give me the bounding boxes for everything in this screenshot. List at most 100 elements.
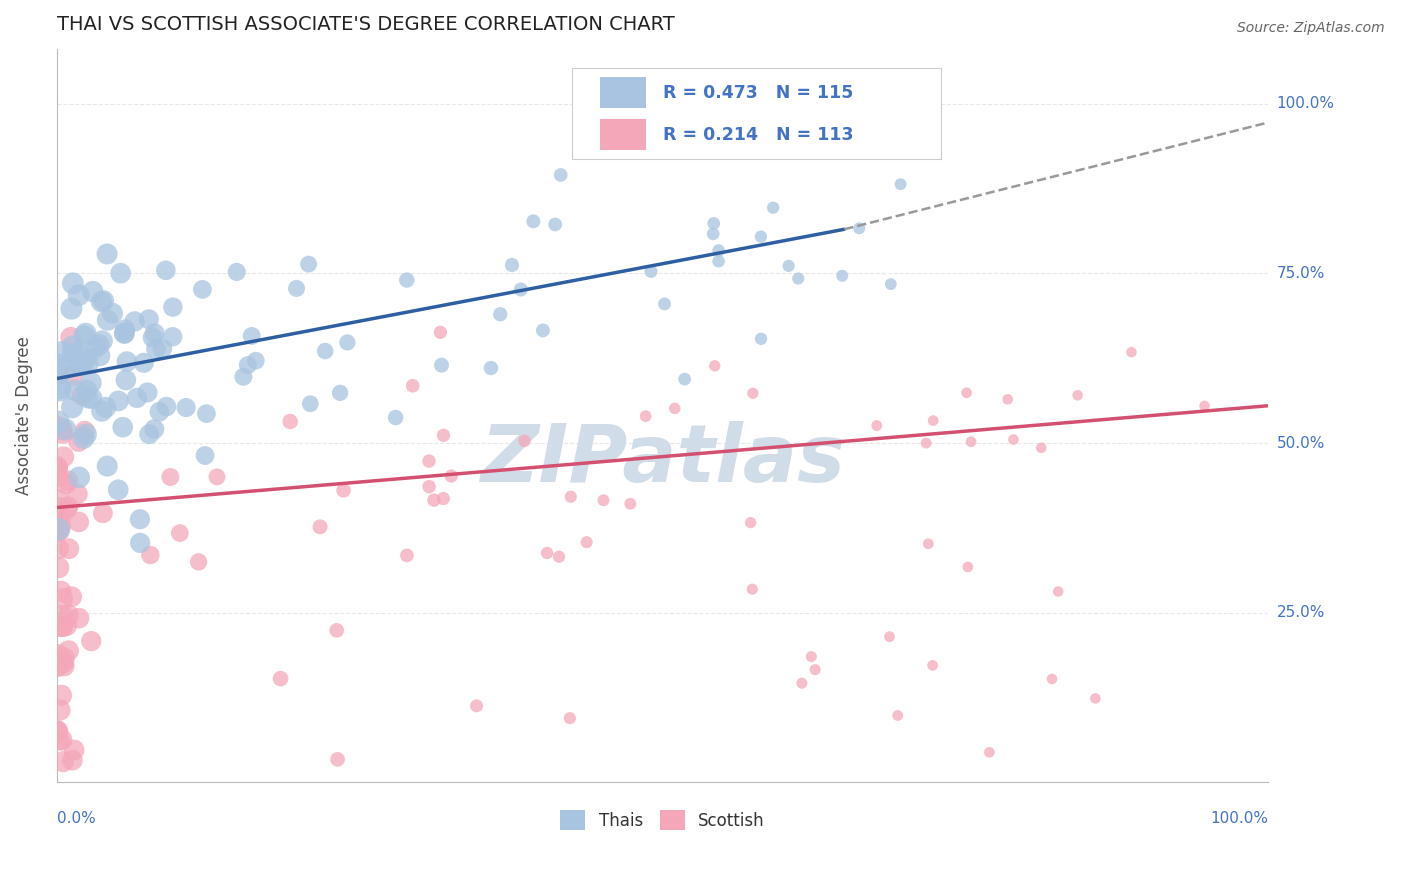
Point bbox=[395, 549, 418, 563]
Point bbox=[136, 385, 159, 400]
Point bbox=[111, 420, 134, 434]
Point bbox=[114, 326, 136, 340]
Point bbox=[640, 264, 662, 278]
Point bbox=[886, 708, 908, 723]
Point bbox=[63, 743, 86, 757]
Point bbox=[90, 294, 112, 309]
Point bbox=[53, 659, 76, 673]
Point bbox=[53, 422, 76, 436]
Point bbox=[45, 524, 67, 539]
Point bbox=[49, 703, 72, 717]
Point bbox=[62, 347, 84, 361]
Point bbox=[55, 501, 77, 516]
Point bbox=[91, 506, 114, 520]
Point bbox=[77, 356, 100, 370]
Point bbox=[299, 397, 322, 411]
Point bbox=[107, 393, 129, 408]
Point bbox=[432, 428, 454, 442]
Point bbox=[956, 560, 979, 574]
Point bbox=[96, 313, 118, 327]
Point bbox=[67, 515, 90, 529]
Point bbox=[53, 651, 76, 665]
Point bbox=[110, 266, 132, 280]
Point bbox=[1084, 691, 1107, 706]
Point bbox=[49, 584, 72, 599]
Point bbox=[73, 329, 96, 343]
Text: 25.0%: 25.0% bbox=[1277, 605, 1324, 620]
Point bbox=[80, 634, 103, 648]
FancyBboxPatch shape bbox=[599, 77, 645, 108]
Point bbox=[336, 335, 359, 350]
Point bbox=[634, 409, 657, 424]
Point bbox=[1002, 433, 1025, 447]
Point bbox=[423, 493, 446, 508]
Point bbox=[332, 483, 354, 498]
Point bbox=[52, 755, 75, 769]
Point bbox=[75, 427, 97, 442]
Point bbox=[76, 384, 98, 398]
Point bbox=[440, 469, 463, 483]
Legend: Thais, Scottish: Thais, Scottish bbox=[554, 804, 772, 837]
Point bbox=[1121, 345, 1143, 359]
Point bbox=[94, 401, 117, 415]
Point bbox=[1040, 672, 1063, 686]
Point bbox=[544, 218, 567, 232]
Point bbox=[46, 461, 69, 475]
Text: 50.0%: 50.0% bbox=[1277, 435, 1324, 450]
Point bbox=[702, 227, 724, 241]
Point bbox=[67, 611, 90, 625]
Point bbox=[749, 332, 772, 346]
FancyBboxPatch shape bbox=[599, 120, 645, 150]
Point bbox=[384, 410, 406, 425]
Point bbox=[48, 500, 70, 515]
Point bbox=[46, 419, 69, 434]
Point bbox=[314, 344, 336, 359]
Point bbox=[58, 607, 80, 622]
Point bbox=[129, 512, 152, 526]
Point bbox=[169, 526, 191, 541]
Point bbox=[489, 307, 512, 321]
Point bbox=[69, 358, 91, 372]
Point bbox=[58, 541, 80, 556]
Point bbox=[195, 407, 218, 421]
Point bbox=[432, 491, 454, 506]
Point bbox=[48, 732, 70, 747]
Point bbox=[46, 459, 69, 474]
Point bbox=[509, 283, 531, 297]
Point bbox=[80, 376, 103, 390]
Point bbox=[430, 358, 453, 372]
Point bbox=[90, 404, 112, 418]
Point bbox=[159, 470, 181, 484]
Point bbox=[55, 618, 77, 632]
Point bbox=[75, 326, 97, 341]
Text: THAI VS SCOTTISH ASSOCIATE'S DEGREE CORRELATION CHART: THAI VS SCOTTISH ASSOCIATE'S DEGREE CORR… bbox=[56, 15, 675, 34]
Point bbox=[60, 401, 83, 415]
Point bbox=[762, 96, 785, 111]
Point bbox=[46, 724, 69, 739]
Point bbox=[48, 524, 70, 538]
Point bbox=[49, 384, 72, 398]
Point bbox=[326, 752, 349, 766]
Point bbox=[418, 454, 440, 468]
Point bbox=[91, 334, 114, 348]
Point bbox=[46, 415, 69, 429]
Point bbox=[309, 520, 332, 534]
Point bbox=[114, 373, 136, 387]
Point bbox=[52, 656, 75, 670]
Point bbox=[866, 418, 889, 433]
Point bbox=[778, 259, 800, 273]
Point bbox=[479, 361, 502, 376]
Point bbox=[67, 434, 90, 449]
Point bbox=[550, 168, 572, 182]
Point bbox=[138, 312, 160, 326]
Point bbox=[1047, 584, 1070, 599]
Text: Source: ZipAtlas.com: Source: ZipAtlas.com bbox=[1237, 21, 1385, 35]
Point bbox=[155, 263, 177, 277]
Point bbox=[80, 392, 103, 406]
Text: ZIPatlas: ZIPatlas bbox=[479, 421, 845, 499]
Point bbox=[87, 337, 110, 351]
Point bbox=[129, 536, 152, 550]
Point bbox=[107, 483, 129, 497]
Point bbox=[82, 285, 104, 299]
Point bbox=[979, 745, 1001, 759]
